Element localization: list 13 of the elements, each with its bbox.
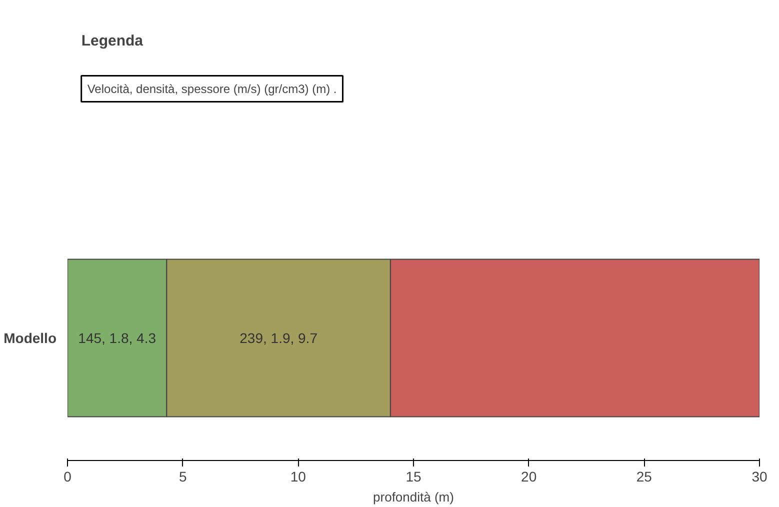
text: Velocità, densità, spessore (m/s) (gr/cm3) (m) . [87, 82, 337, 96]
x-tick-label: 10 [290, 468, 306, 484]
legend-title: Legenda [81, 32, 144, 50]
x-axis-title: profondità (m) [373, 490, 454, 504]
x-tick-label: 15 [406, 468, 422, 484]
x-tick-label: 25 [636, 468, 652, 484]
x-tick-label: 20 [521, 468, 537, 484]
x-tick-label: 0 [64, 468, 72, 484]
x-tick-label: 30 [752, 468, 768, 484]
y-tick-label: Modello [4, 330, 57, 346]
data-label: 239, 1.9, 9.7 [240, 330, 318, 346]
x-tick-label: 5 [178, 468, 187, 484]
data-label: 145, 1.8, 4.3 [78, 330, 156, 346]
